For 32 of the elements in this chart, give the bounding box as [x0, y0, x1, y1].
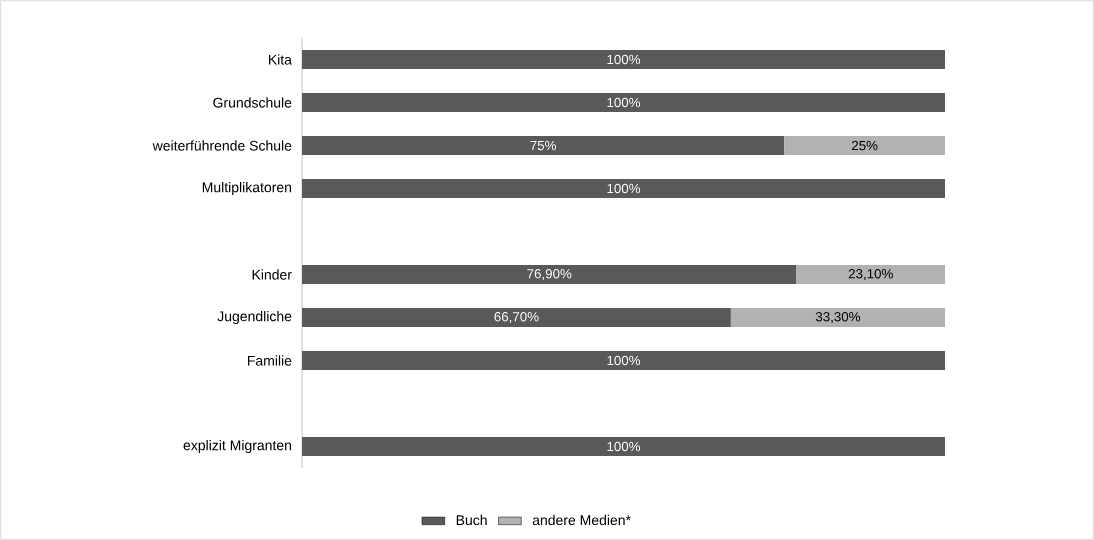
y-tick-label: Jugendliche	[217, 310, 292, 325]
data-label: 23,10%	[848, 269, 893, 281]
data-label: 100%	[607, 183, 641, 194]
data-label: 100%	[607, 54, 641, 65]
bar	[784, 136, 946, 155]
y-tick-label: Grundschule	[213, 97, 292, 108]
bar	[302, 93, 946, 112]
data-label: 66,70%	[494, 312, 539, 324]
data-label: 33,30%	[815, 312, 861, 324]
y-tick-label: Familie	[248, 355, 292, 366]
data-label: 75%	[530, 140, 557, 151]
y-tick-label: explizit Migranten	[183, 439, 292, 454]
bar	[302, 437, 946, 456]
data-label: 100%	[607, 355, 641, 366]
data-label: 76,90%	[527, 269, 572, 281]
bar	[302, 351, 946, 370]
bar	[796, 265, 946, 284]
y-tick-label: Kinder	[252, 269, 292, 280]
bar	[730, 308, 946, 327]
legend-label: andere Medien*	[532, 514, 631, 526]
bar	[302, 265, 797, 284]
bar	[302, 179, 946, 198]
data-label: 25%	[851, 140, 878, 151]
legend-label: Buch	[456, 514, 487, 526]
y-tick-label: weiterführende Schule	[152, 140, 292, 151]
data-label: 100%	[607, 97, 641, 108]
bar	[302, 136, 785, 155]
y-tick-label: Kita	[268, 54, 292, 65]
data-label: 100%	[607, 441, 641, 452]
bar	[302, 308, 731, 327]
y-tick-label: Multiplikatoren	[202, 181, 292, 196]
bar	[302, 50, 946, 69]
